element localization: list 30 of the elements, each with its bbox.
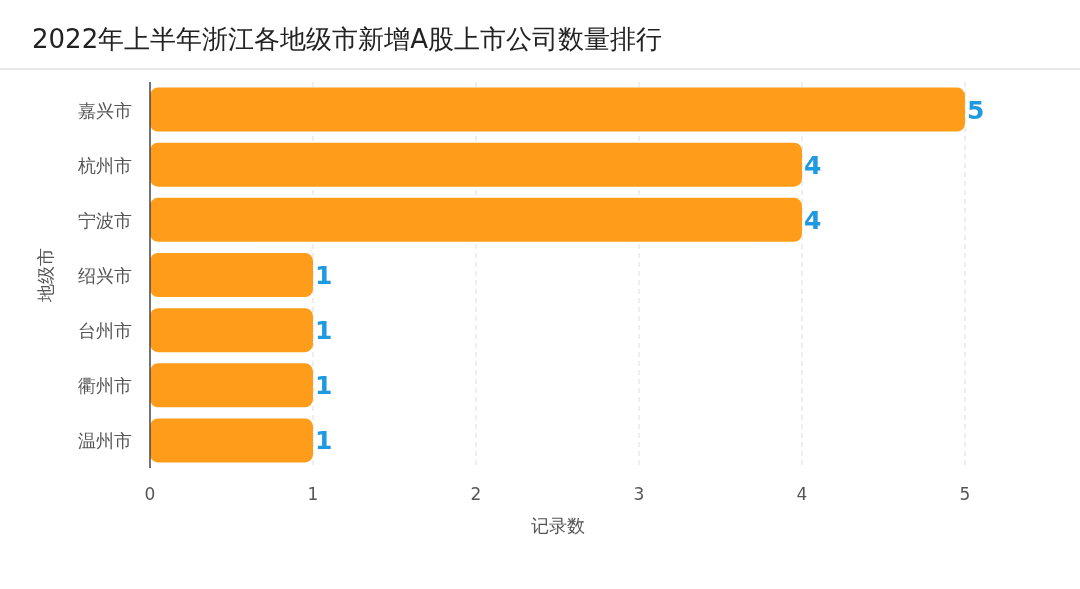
bar [150, 87, 965, 132]
y-tick-label: 衢州市 [78, 375, 132, 397]
bar [150, 363, 313, 408]
y-tick-label: 嘉兴市 [78, 99, 132, 121]
x-tick-label: 1 [307, 484, 319, 504]
data-label: 5 [967, 95, 985, 125]
data-label: 1 [315, 316, 333, 346]
y-tick-label: 杭州市 [77, 154, 132, 176]
data-label: 1 [315, 371, 333, 401]
data-label: 1 [315, 426, 333, 456]
data-label: 4 [804, 150, 822, 180]
data-label: 1 [315, 261, 333, 290]
data-label: 4 [804, 205, 822, 235]
chart-title: 2022年上半年浙江各地级市新增A股上市公司数量排行 [32, 24, 662, 54]
x-tick-label: 4 [796, 484, 808, 504]
x-tick-label: 0 [144, 484, 156, 504]
y-tick-label: 温州市 [78, 430, 132, 452]
y-axis-title: 地级市 [35, 248, 56, 303]
bar [150, 253, 313, 297]
x-tick-label: 2 [470, 484, 482, 504]
x-tick-label: 5 [959, 484, 971, 504]
y-tick-label: 绍兴市 [78, 265, 132, 286]
x-tick-label: 3 [633, 484, 645, 504]
bar [150, 142, 802, 187]
bar [150, 308, 313, 353]
bar [150, 197, 802, 242]
bar [150, 418, 313, 463]
y-tick-label: 宁波市 [78, 209, 132, 231]
y-tick-label: 台州市 [78, 320, 132, 342]
x-axis-title: 记录数 [530, 515, 585, 536]
